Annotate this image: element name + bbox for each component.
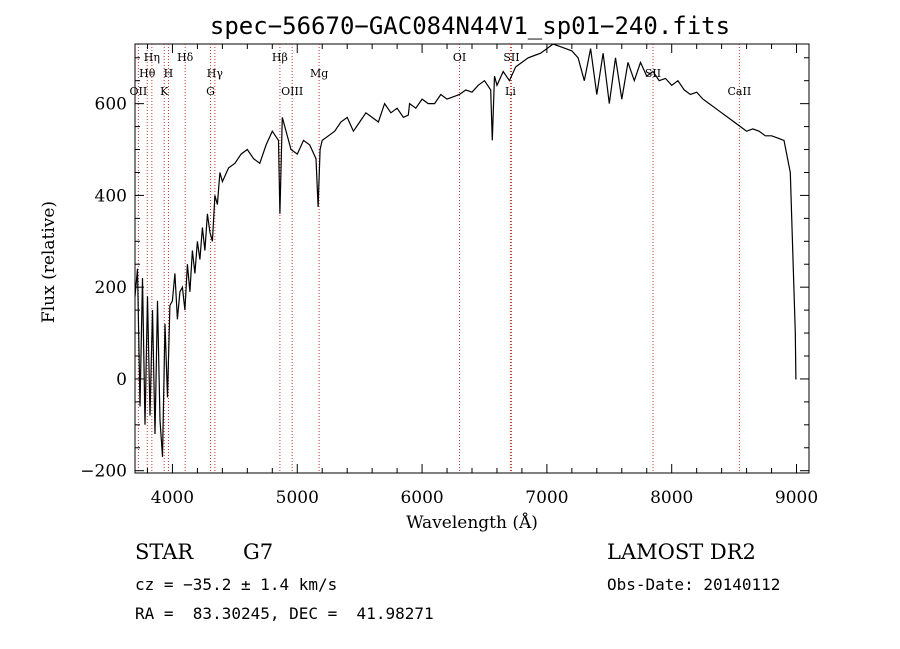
line-label-0: OII <box>130 85 148 98</box>
line-label-10: Mg <box>310 67 328 80</box>
line-label-3: H <box>164 67 174 80</box>
line-label-6: Hγ <box>207 67 224 80</box>
line-label-7: G <box>206 85 215 98</box>
line-label-1: Hθ <box>139 67 156 80</box>
y-tick-label: −200 <box>80 462 127 482</box>
x-tick-label: 6000 <box>400 488 443 508</box>
y-tick-label: 0 <box>116 370 127 390</box>
line-label-8: Hβ <box>272 51 288 64</box>
chart-title: spec−56670−GAC084N44V1_sp01−240.fits <box>210 12 730 40</box>
x-tick-label: 9000 <box>775 488 818 508</box>
line-label-14: SII <box>645 67 661 80</box>
x-axis-label: Wavelength (Å) <box>406 512 538 533</box>
line-label-4: K <box>160 85 169 98</box>
line-label-11: OI <box>453 51 466 64</box>
sky-coordinates: RA = 83.30245, DEC = 41.98271 <box>135 604 434 623</box>
line-label-2: Hη <box>144 51 160 64</box>
line-label-15: CaII <box>728 85 752 98</box>
spectral-subclass: G7 <box>243 540 274 564</box>
line-label-12: SII <box>503 51 519 64</box>
y-tick-label: 400 <box>95 186 127 206</box>
observation-date: Obs-Date: 20140112 <box>607 575 781 594</box>
object-type: STAR <box>135 540 194 564</box>
y-tick-label: 200 <box>95 278 127 298</box>
line-label-9: OIII <box>281 85 303 98</box>
line-label-5: Hδ <box>177 51 194 64</box>
axis-ticks: 4000 5000 6000 7000 8000 9000 −200 0 200 400 600 <box>80 44 818 508</box>
x-tick-label: 4000 <box>151 488 194 508</box>
plot-frame <box>134 43 810 474</box>
y-axis-label: Flux (relative) <box>39 201 59 323</box>
spectral-line-markers: OII Hθ Hη HK Hδ Hγ G Hβ OIII Mg OI SII Li SII CaII <box>130 44 752 473</box>
x-tick-label: 5000 <box>276 488 319 508</box>
spectrum-line <box>134 43 797 457</box>
y-tick-label: 600 <box>95 95 127 115</box>
survey-name: LAMOST DR2 <box>607 540 756 564</box>
x-tick-label: 7000 <box>525 488 568 508</box>
x-tick-label: 8000 <box>650 488 693 508</box>
redshift-velocity: cz = −35.2 ± 1.4 km/s <box>135 575 338 594</box>
line-label-13: Li <box>505 85 516 98</box>
